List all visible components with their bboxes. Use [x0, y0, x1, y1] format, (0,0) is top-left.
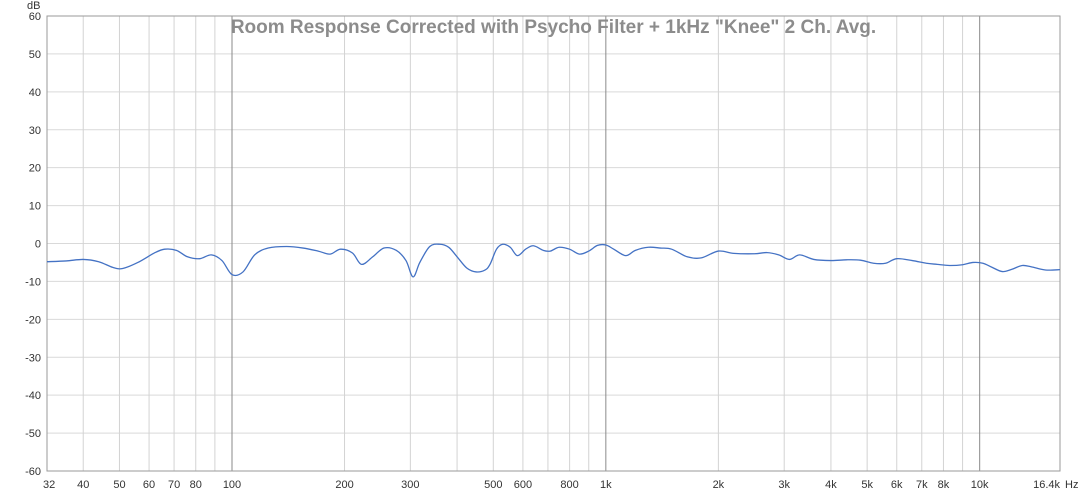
x-tick-label: 8k	[938, 479, 950, 491]
x-tick-label: 2k	[713, 479, 725, 491]
x-tick-label: 7k	[916, 479, 928, 491]
x-tick-label: 10k	[971, 479, 989, 491]
x-axis-unit-label: Hz	[1065, 479, 1078, 491]
x-tick-label: 16.4k	[1033, 479, 1060, 491]
x-tick-label: 6k	[891, 479, 903, 491]
x-tick-label: 5k	[861, 479, 873, 491]
y-tick-label: -40	[25, 390, 41, 402]
x-tick-label: 4k	[825, 479, 837, 491]
x-tick-label: 80	[190, 479, 202, 491]
x-tick-label: 600	[514, 479, 532, 491]
y-tick-label: -10	[25, 276, 41, 288]
x-tick-label: 1k	[600, 479, 612, 491]
y-tick-label: 20	[29, 163, 41, 175]
x-tick-label: 32	[43, 479, 55, 491]
x-tick-label: 3k	[778, 479, 790, 491]
series-layer	[46, 243, 1061, 278]
x-tick-label: 800	[560, 479, 578, 491]
x-axis-ticks: 32 40 50 60 70 80 100 200 300 500 600 800 1k 2k 3k 4k 5k…	[43, 479, 1060, 491]
y-tick-label: 10	[29, 201, 41, 213]
plot-frame	[46, 15, 1061, 472]
y-tick-label: -30	[25, 352, 41, 364]
x-tick-label: 50	[113, 479, 125, 491]
y-tick-label: 50	[29, 49, 41, 61]
chart-title: Room Response Corrected with Psycho Filt…	[231, 17, 876, 38]
response-curve	[46, 243, 1061, 278]
x-tick-label: 200	[335, 479, 353, 491]
y-tick-label: 60	[29, 11, 41, 23]
y-tick-label: -60	[25, 466, 41, 478]
x-tick-label: 70	[168, 479, 180, 491]
x-tick-label: 100	[223, 479, 241, 491]
y-tick-label: 30	[29, 125, 41, 137]
x-tick-label: 60	[143, 479, 155, 491]
y-tick-label: -20	[25, 314, 41, 326]
x-tick-label: 300	[401, 479, 419, 491]
y-axis-ticks: 60 50 40 30 20 10 0 -10 -20 -30 -40 -50 -60	[25, 11, 41, 478]
y-tick-label: 40	[29, 87, 41, 99]
y-axis-label: dB	[27, 0, 40, 12]
x-tick-label: 40	[77, 479, 89, 491]
y-tick-label: -50	[25, 428, 41, 440]
x-tick-label: 500	[484, 479, 502, 491]
y-tick-label: 0	[35, 239, 41, 251]
